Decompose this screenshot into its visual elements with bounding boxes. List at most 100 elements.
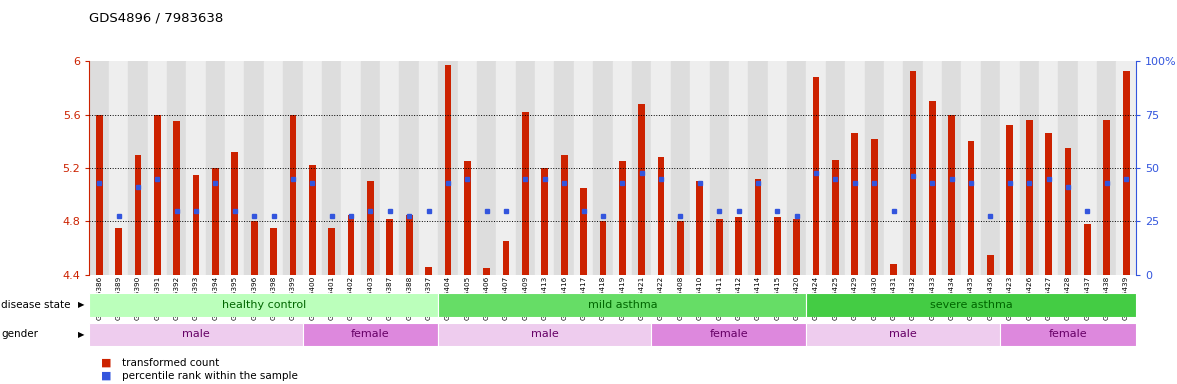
Bar xyxy=(787,61,806,275)
Bar xyxy=(477,61,497,275)
Text: gender: gender xyxy=(1,329,38,339)
Bar xyxy=(206,61,225,275)
Bar xyxy=(651,323,806,346)
Text: male: male xyxy=(182,329,210,339)
Bar xyxy=(322,61,341,275)
Bar xyxy=(793,218,800,275)
Bar xyxy=(134,155,141,275)
Bar xyxy=(806,61,826,275)
Bar xyxy=(1045,133,1052,275)
Text: male: male xyxy=(531,329,559,339)
Bar xyxy=(173,121,180,275)
Bar xyxy=(865,61,884,275)
Bar xyxy=(284,61,302,275)
Bar xyxy=(1058,61,1078,275)
Bar xyxy=(929,101,936,275)
Bar xyxy=(290,115,297,275)
Text: transformed count: transformed count xyxy=(122,358,220,368)
Bar xyxy=(890,264,897,275)
Bar xyxy=(806,293,1136,317)
Bar xyxy=(903,61,923,275)
Bar xyxy=(438,61,458,275)
Bar xyxy=(341,61,360,275)
Bar xyxy=(89,61,108,275)
Bar xyxy=(328,228,335,275)
Bar xyxy=(147,61,167,275)
Bar xyxy=(677,221,684,275)
Bar xyxy=(1000,61,1019,275)
Bar xyxy=(767,61,787,275)
Bar xyxy=(541,168,548,275)
Bar xyxy=(826,61,845,275)
Bar xyxy=(108,61,128,275)
Bar xyxy=(593,61,613,275)
Bar xyxy=(1039,61,1058,275)
Bar xyxy=(425,266,432,275)
Bar xyxy=(1019,61,1039,275)
Text: female: female xyxy=(710,329,749,339)
Bar xyxy=(380,61,399,275)
Text: ■: ■ xyxy=(101,358,112,368)
Bar xyxy=(464,161,471,275)
Text: ▶: ▶ xyxy=(78,330,85,339)
Bar xyxy=(923,61,942,275)
Text: female: female xyxy=(351,329,390,339)
Bar xyxy=(871,139,878,275)
Bar xyxy=(360,61,380,275)
Bar xyxy=(167,61,186,275)
Bar xyxy=(1006,126,1013,275)
Bar xyxy=(308,166,315,275)
Bar xyxy=(658,157,665,275)
Bar xyxy=(729,61,749,275)
Bar xyxy=(716,218,723,275)
Bar xyxy=(419,61,438,275)
Bar xyxy=(749,61,767,275)
Bar xyxy=(95,115,102,275)
Text: severe asthma: severe asthma xyxy=(930,300,1012,310)
Bar xyxy=(89,293,438,317)
Bar xyxy=(1078,61,1097,275)
Bar xyxy=(554,61,574,275)
Bar xyxy=(367,181,374,275)
Bar xyxy=(574,61,593,275)
Bar xyxy=(523,112,528,275)
Bar xyxy=(484,268,490,275)
Bar xyxy=(845,61,865,275)
Bar xyxy=(89,323,302,346)
Bar xyxy=(1103,120,1110,275)
Text: male: male xyxy=(890,329,917,339)
Bar xyxy=(736,217,742,275)
Text: GDS4896 / 7983638: GDS4896 / 7983638 xyxy=(89,12,224,25)
Text: female: female xyxy=(1049,329,1088,339)
Bar xyxy=(671,61,690,275)
Bar xyxy=(193,175,199,275)
Bar xyxy=(212,168,219,275)
Bar xyxy=(438,293,806,317)
Bar xyxy=(651,61,671,275)
Bar xyxy=(1123,71,1130,275)
Bar xyxy=(386,218,393,275)
Bar xyxy=(445,65,451,275)
Bar xyxy=(988,255,993,275)
Bar xyxy=(516,61,536,275)
Bar xyxy=(638,104,645,275)
Bar xyxy=(884,61,903,275)
Bar xyxy=(497,61,516,275)
Bar xyxy=(536,61,554,275)
Bar xyxy=(806,323,1000,346)
Bar xyxy=(271,228,277,275)
Text: mild asthma: mild asthma xyxy=(587,300,657,310)
Bar xyxy=(186,61,206,275)
Bar xyxy=(1000,323,1136,346)
Bar xyxy=(962,61,980,275)
Bar xyxy=(264,61,284,275)
Text: disease state: disease state xyxy=(1,300,71,310)
Bar xyxy=(458,61,477,275)
Bar xyxy=(942,61,962,275)
Bar xyxy=(128,61,147,275)
Bar xyxy=(613,61,632,275)
Bar xyxy=(632,61,651,275)
Bar xyxy=(910,71,917,275)
Bar xyxy=(1084,224,1091,275)
Bar xyxy=(347,215,354,275)
